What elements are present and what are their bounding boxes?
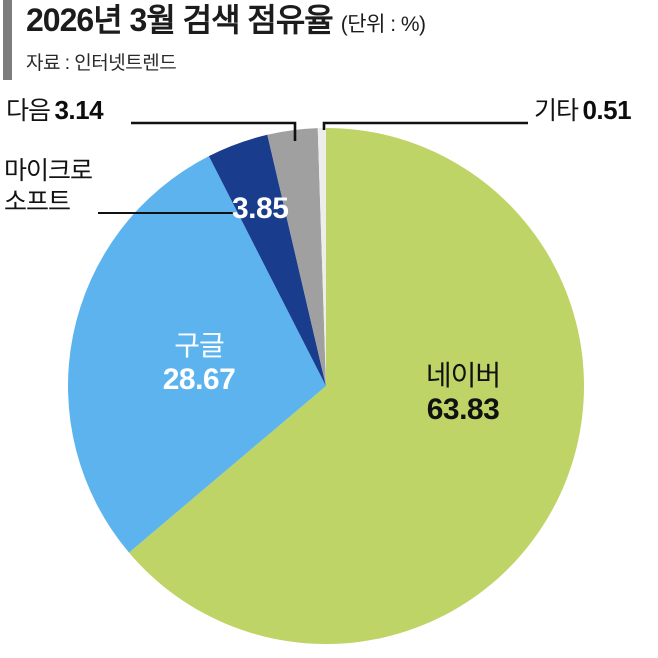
slice-label-google-name: 구글 [174, 330, 225, 361]
callout-etc-value: 0.51 [582, 95, 632, 125]
callout-etc: 기타 0.51 [534, 95, 632, 125]
title-row: 2026년 3월 검색 점유율 (단위 : %) [26, 4, 426, 36]
title-accent-bar [3, 0, 12, 80]
pie-slice-daum[interactable] [267, 128, 326, 386]
callout-daum-label: 다음 [6, 97, 51, 125]
slice-label-google-value: 28.67 [162, 363, 236, 397]
callout-etc-label: 기타 [534, 97, 579, 125]
page-title: 2026년 3월 검색 점유율 [26, 2, 334, 38]
slice-label-naver-name: 네이버 [425, 360, 501, 391]
pie-slice-google[interactable] [68, 156, 326, 553]
callout-microsoft-label-line2: 소프트 [4, 188, 71, 217]
pie-slice-naver[interactable] [128, 128, 585, 644]
leader-line-etc [322, 121, 528, 130]
pie-slice-etc[interactable] [317, 127, 326, 386]
slice-label-naver-value: 63.83 [426, 393, 500, 427]
callout-daum: 다음 3.14 [6, 95, 104, 125]
chart-header: 2026년 3월 검색 점유율 (단위 : %) 자료 : 인터넷트렌드 [0, 0, 658, 92]
callout-microsoft-label-line1: 마이크로 [4, 157, 93, 185]
slice-label-google: 구글 28.67 [124, 330, 274, 397]
slice-label-naver: 네이버 63.83 [388, 360, 538, 427]
pie-slice-microsoft[interactable] [208, 134, 326, 386]
callout-daum-value: 3.14 [54, 95, 104, 125]
callout-microsoft: 마이크로 소프트 [4, 157, 93, 217]
title-unit-note: (단위 : %) [340, 13, 426, 36]
slice-value-microsoft: 3.85 [232, 192, 289, 225]
source-note: 자료 : 인터넷트렌드 [26, 53, 177, 74]
leader-line-daum [131, 121, 297, 141]
